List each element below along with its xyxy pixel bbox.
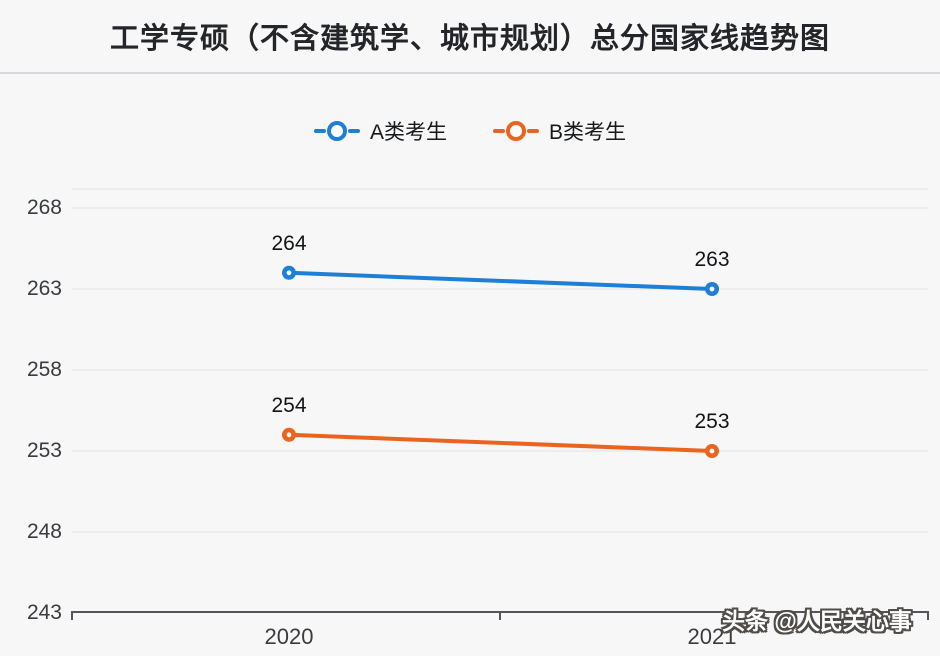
data-label: 264 xyxy=(271,231,307,255)
legend-item-series-a[interactable]: A类考生 xyxy=(313,116,447,146)
y-axis-tick-label: 253 xyxy=(26,439,62,462)
y-axis-tick-label: 248 xyxy=(26,520,62,543)
y-axis-tick-label: 243 xyxy=(26,601,62,624)
y-axis-tick-label: 263 xyxy=(26,277,62,300)
watermark: 头条 @人民关心事 xyxy=(722,608,912,634)
y-axis-tick-label: 258 xyxy=(26,358,62,381)
chart-header: 工学专硕（不含建筑学、城市规划）总分国家线趋势图 xyxy=(0,0,940,74)
line-ring-marker-icon xyxy=(493,121,539,141)
x-axis-tick-label: 2020 xyxy=(264,624,314,649)
series-line-B类考生 xyxy=(287,432,714,453)
chart-title: 工学专硕（不含建筑学、城市规划）总分国家线趋势图 xyxy=(109,23,830,55)
data-point-center xyxy=(286,270,292,276)
data-point-center xyxy=(709,448,715,454)
legend: A类考生 B类考生 xyxy=(0,116,940,146)
data-label: 253 xyxy=(694,410,730,433)
data-point-center xyxy=(286,432,292,438)
series-line-A类考生 xyxy=(287,270,714,291)
line-ring-marker-icon xyxy=(313,121,360,141)
y-axis-tick-label: 268 xyxy=(26,196,62,219)
data-point-center xyxy=(709,286,715,292)
legend-label-series-b: B类考生 xyxy=(549,121,627,144)
x-axis-tick-label: 2021 xyxy=(687,624,737,649)
data-label: 254 xyxy=(271,393,307,417)
legend-label-series-a: A类考生 xyxy=(369,121,447,144)
legend-item-series-b[interactable]: B类考生 xyxy=(493,116,626,146)
data-label: 263 xyxy=(694,248,730,271)
